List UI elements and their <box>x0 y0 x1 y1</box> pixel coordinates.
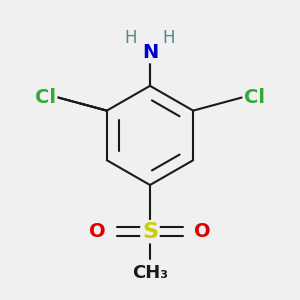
Text: O: O <box>194 222 211 241</box>
Text: Cl: Cl <box>35 88 56 107</box>
Text: Cl: Cl <box>244 88 265 107</box>
Text: H: H <box>125 29 137 47</box>
Text: S: S <box>142 222 158 242</box>
Text: O: O <box>89 222 106 241</box>
Text: CH₃: CH₃ <box>132 264 168 282</box>
Text: H: H <box>163 29 175 47</box>
Text: N: N <box>142 43 158 62</box>
